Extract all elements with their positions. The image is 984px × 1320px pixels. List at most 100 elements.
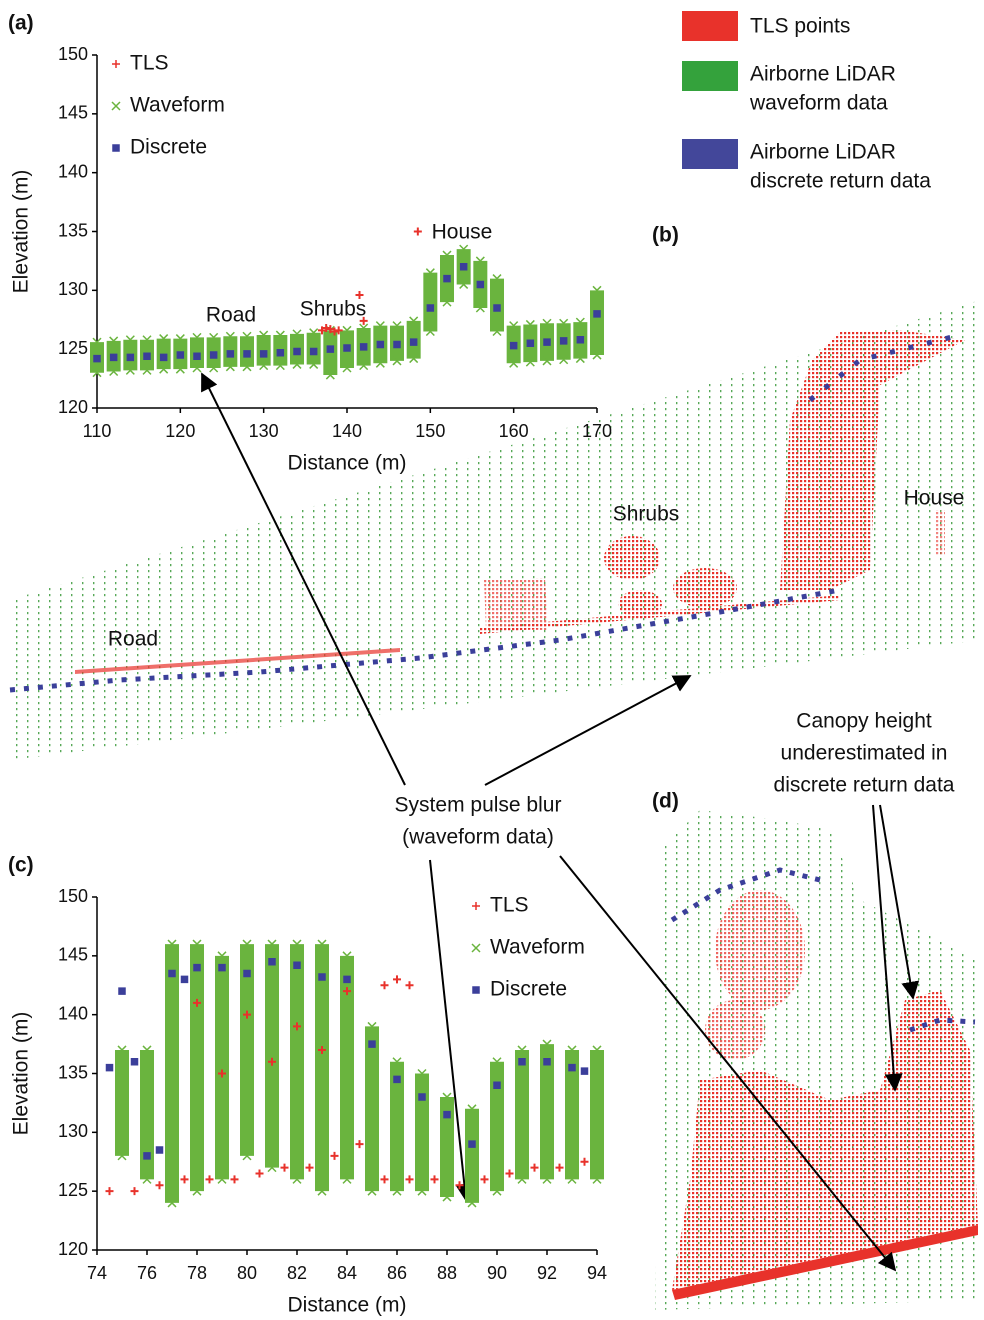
legend-marker bbox=[112, 102, 120, 110]
point bbox=[377, 341, 383, 347]
legend-marker bbox=[113, 145, 119, 151]
point bbox=[331, 1152, 339, 1160]
legend-marker bbox=[472, 902, 480, 910]
point bbox=[469, 1141, 475, 1147]
point bbox=[156, 1181, 164, 1189]
point bbox=[531, 1164, 539, 1172]
point-cloud-b: Road Shrubs House bbox=[10, 300, 980, 760]
y-tick-label: 135 bbox=[58, 220, 88, 240]
point bbox=[106, 1187, 114, 1195]
legend-swatch bbox=[682, 61, 738, 91]
legend-label: TLS bbox=[130, 52, 169, 75]
point bbox=[144, 1153, 150, 1159]
x-tick-label: 82 bbox=[287, 1263, 307, 1283]
point bbox=[414, 228, 422, 236]
point bbox=[227, 351, 233, 357]
point bbox=[577, 337, 583, 343]
point bbox=[306, 1164, 314, 1172]
point bbox=[344, 976, 350, 982]
point bbox=[369, 1041, 375, 1047]
legend-label: discrete return data bbox=[750, 170, 931, 193]
panel-label: (b) bbox=[652, 224, 679, 247]
point bbox=[361, 344, 367, 350]
x-axis-label: Distance (m) bbox=[287, 452, 406, 475]
point bbox=[281, 1164, 289, 1172]
point bbox=[294, 962, 300, 968]
point bbox=[582, 1068, 588, 1074]
y-tick-label: 130 bbox=[58, 279, 88, 299]
y-tick-label: 125 bbox=[58, 1180, 88, 1200]
legend-label: Waveform bbox=[130, 94, 225, 117]
point bbox=[419, 1094, 425, 1100]
point bbox=[456, 1181, 464, 1189]
y-tick-label: 150 bbox=[58, 44, 88, 64]
point-cloud-d bbox=[655, 810, 980, 1310]
legend-swatch bbox=[682, 139, 738, 169]
point bbox=[177, 352, 183, 358]
x-tick-label: 130 bbox=[249, 421, 279, 441]
legend-marker bbox=[473, 987, 479, 993]
point bbox=[181, 1175, 189, 1183]
legend-label: waveform data bbox=[749, 92, 888, 115]
point bbox=[477, 281, 483, 287]
point bbox=[394, 1076, 400, 1082]
point bbox=[219, 965, 225, 971]
point bbox=[344, 345, 350, 351]
point bbox=[256, 1170, 264, 1178]
callout: (waveform data) bbox=[402, 826, 554, 849]
point bbox=[527, 340, 533, 346]
x-tick-label: 88 bbox=[437, 1263, 457, 1283]
point bbox=[194, 353, 200, 359]
legend-label: Discrete bbox=[130, 136, 207, 159]
point bbox=[261, 351, 267, 357]
point bbox=[544, 1059, 550, 1065]
y-tick-label: 140 bbox=[58, 1003, 88, 1023]
point bbox=[406, 981, 414, 989]
callout: discrete return data bbox=[774, 774, 955, 797]
y-tick-label: 145 bbox=[58, 945, 88, 965]
point bbox=[144, 353, 150, 359]
point bbox=[494, 1082, 500, 1088]
point bbox=[294, 349, 300, 355]
y-tick-label: 150 bbox=[58, 886, 88, 906]
point bbox=[206, 1175, 214, 1183]
scene-label: House bbox=[904, 487, 965, 510]
point bbox=[394, 341, 400, 347]
point bbox=[127, 354, 133, 360]
point bbox=[381, 981, 389, 989]
legend-label: TLS points bbox=[750, 15, 850, 38]
point bbox=[119, 988, 125, 994]
legend-label: Waveform bbox=[490, 936, 585, 959]
point bbox=[594, 311, 600, 317]
point bbox=[411, 339, 417, 345]
point bbox=[111, 354, 117, 360]
callout: underestimated in bbox=[781, 742, 948, 765]
point bbox=[157, 1147, 163, 1153]
point bbox=[444, 276, 450, 282]
panel-label: (a) bbox=[8, 12, 34, 35]
x-axis-label: Distance (m) bbox=[287, 1294, 406, 1317]
point bbox=[569, 1065, 575, 1071]
x-tick-label: 140 bbox=[332, 421, 362, 441]
point bbox=[311, 349, 317, 355]
point bbox=[211, 352, 217, 358]
point bbox=[182, 976, 188, 982]
point bbox=[511, 343, 517, 349]
x-tick-label: 170 bbox=[582, 421, 612, 441]
legend-marker bbox=[112, 60, 120, 68]
point bbox=[269, 959, 275, 965]
legend-swatch bbox=[682, 11, 738, 41]
y-axis-label: Elevation (m) bbox=[10, 170, 33, 294]
point bbox=[406, 1175, 414, 1183]
point bbox=[556, 1164, 564, 1172]
point bbox=[481, 1175, 489, 1183]
y-tick-label: 135 bbox=[58, 1062, 88, 1082]
scene-label: Road bbox=[108, 628, 158, 651]
point bbox=[319, 974, 325, 980]
figure: (a) (b) (c) (d) TLS points Airborne LiDA… bbox=[0, 0, 984, 1320]
point bbox=[444, 1112, 450, 1118]
point bbox=[327, 346, 333, 352]
point bbox=[506, 1170, 514, 1178]
x-tick-label: 86 bbox=[387, 1263, 407, 1283]
callout: System pulse blur bbox=[395, 794, 562, 817]
